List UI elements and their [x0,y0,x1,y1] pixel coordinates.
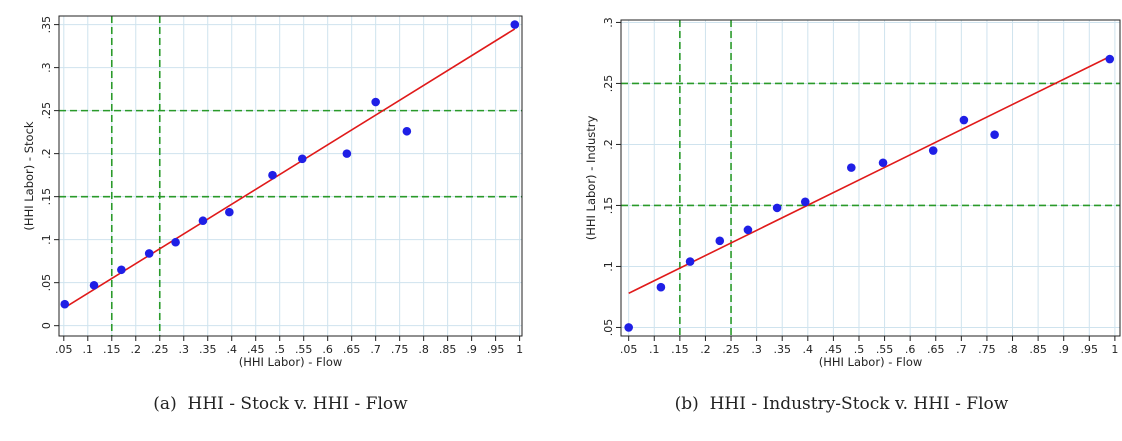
scatter-chart-a: .05 .1 .15 .2 .25 .3 .35 .4 .45 .5 .55 .6 .65 .7 .75 .8… [22,15,523,369]
data-point-b [928,146,938,155]
x-tick-label-a: .35 [199,343,217,356]
x-tick-label-a: .1 [83,343,94,356]
plot-border-b [620,19,1121,337]
y-axis-label-b: (HHI Labor) - Industry [584,116,598,241]
x-tick-label-a: .75 [391,343,409,356]
x-tick-label-a: .4 [226,343,237,356]
x-tick-label-b: .9 [1058,343,1069,356]
y-tick-label-a: .05 [40,274,53,292]
y-tick-label-a: .3 [40,62,53,73]
data-point-b [715,236,725,246]
x-tick-label-b: .3 [751,343,762,356]
x-tick-label-b: .5 [854,343,865,356]
x-tick-label-a: .3 [178,343,189,356]
data-point-b [772,203,782,213]
data-point-a [342,149,352,158]
x-tick-label-b: .6 [905,343,916,356]
x-tick-label-b: .8 [1007,343,1018,356]
y-tick-label-b: .05 [602,319,615,337]
chart-caption-a: (a) HHI - Stock v. HHI - Flow [153,394,408,414]
x-tick-label-a: .25 [151,343,169,356]
data-point-a [297,154,307,164]
data-point-b [1105,54,1115,64]
plot-area-b [621,20,1120,336]
data-point-a [510,20,520,29]
data-point-b [800,197,810,207]
x-tick-label-a: .9 [466,343,477,356]
x-tick-label-a: .65 [343,343,361,356]
plot-border-a [58,15,523,337]
data-point-b [959,115,969,125]
y-tick-label-a: .25 [40,102,53,120]
data-point-b [847,163,856,172]
x-tick-label-b: .05 [620,343,638,356]
x-tick-label-b: .15 [671,343,689,356]
fit-line-b [628,55,1111,295]
y-tick-label-b: .3 [602,17,615,28]
x-tick-label-a: .45 [247,343,265,356]
data-point-a [171,237,180,247]
x-tick-label-b: .25 [722,343,740,356]
x-tick-label-a: .8 [418,343,429,356]
data-point-a [89,280,99,290]
x-tick-label-a: .05 [55,343,73,356]
y-tick-label-b: .2 [602,139,615,150]
y-tick-label-b: .1 [602,261,615,272]
y-tick-label-a: .15 [40,188,53,206]
data-point-a [144,249,154,258]
x-tick-label-a: .85 [439,343,457,356]
data-point-b [624,323,633,332]
plot-area-a [59,16,522,336]
fit-line-a [64,28,516,309]
x-tick-label-b: .45 [825,343,843,356]
y-tick-label-a: .1 [40,234,53,245]
y-tick-label-a: .2 [40,148,53,159]
chart-panel-b: .05 .1 .15 .2 .25 .3 .35 .4 .45 .5 .55 .6 .65 .7 .75 .8… [561,0,1122,441]
data-point-a [268,170,277,180]
x-tick-label-b: .2 [700,343,711,356]
data-point-b [656,282,666,292]
data-point-a [198,216,208,226]
x-tick-label-b: .95 [1081,343,1099,356]
x-tick-label-a: .5 [274,343,285,356]
x-tick-label-a: .55 [295,343,313,356]
x-tick-label-b: .7 [956,343,967,356]
data-point-b [878,158,888,168]
scatter-chart-b: .05 .1 .15 .2 .25 .3 .35 .4 .45 .5 .55 .6 .65 .7 .75 .8… [584,17,1121,369]
x-axis-label-a: (HHI Labor) - Flow [239,355,343,369]
x-tick-label-a: .6 [322,343,333,356]
chart-panel-a: .05 .1 .15 .2 .25 .3 .35 .4 .45 .5 .55 .6 .65 .7 .75 .8… [22,15,523,414]
x-tick-label-a: .15 [103,343,121,356]
x-tick-label-b: 1 [1111,343,1118,356]
y-tick-label-a: .35 [40,16,53,34]
x-axis-label-b: (HHI Labor) - Flow [819,355,923,369]
y-tick-label-b: .25 [602,75,615,93]
data-point-a [402,126,412,136]
data-point-a [60,299,70,309]
data-point-b [990,130,999,139]
data-point-a [117,265,126,275]
x-tick-label-a: 1 [516,343,523,356]
x-tick-label-b: .65 [927,343,945,356]
x-tick-label-b: .85 [1029,343,1047,356]
y-axis-label-a: (HHI Labor) - Stock [22,121,36,230]
data-point-a [225,207,234,217]
data-point-b [743,225,753,235]
x-tick-label-b: .55 [876,343,894,356]
data-point-a [371,97,380,107]
x-tick-label-b: .75 [978,343,996,356]
x-tick-label-b: .4 [803,343,814,356]
y-tick-label-b: .15 [602,197,615,215]
x-tick-label-a: .2 [131,343,142,356]
x-tick-label-a: .95 [487,343,505,356]
chart-caption-b: (b) HHI - Industry-Stock v. HHI - Flow [674,394,1009,414]
x-tick-label-a: .7 [370,343,381,356]
y-tick-label-a: 0 [40,322,53,329]
x-tick-label-b: .1 [649,343,660,356]
x-tick-label-b: .35 [773,343,791,356]
data-point-b [685,257,695,266]
